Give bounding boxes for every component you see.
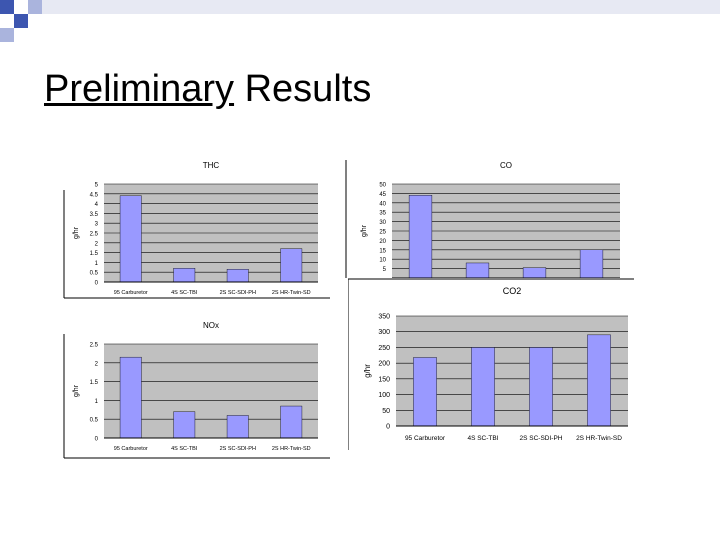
chart-panel-thc: THC 0 0.5 1 1.5 2 2.5 3 3.5 4 4.5 5 g/hr 95 Carbureto…	[56, 150, 330, 300]
bar	[119, 195, 142, 283]
y-tick-label: 20	[379, 239, 386, 245]
chart-panel-nox: NOx 0 0.5 1 1.5 2 2.5 g/hr 95 Carburetor 4S SC-TB…	[56, 314, 330, 460]
bar	[280, 248, 303, 283]
bar	[280, 405, 303, 439]
x-tick-label: 4S SC-TBI	[171, 290, 198, 296]
y-tick-label: 40	[379, 201, 386, 207]
y-tick-label: 5	[95, 183, 99, 189]
y-axis-label: g/hr	[361, 224, 368, 237]
y-tick-label: 15	[379, 248, 386, 254]
x-tick-label: 95 Carburetor	[114, 446, 148, 452]
y-tick-label: 1	[95, 399, 99, 405]
bar	[173, 411, 196, 439]
y-tick-label: 30	[379, 220, 386, 226]
y-tick-label: 3.5	[90, 212, 99, 218]
x-tick-label: 95 Carburetor	[114, 290, 148, 296]
y-tick-label: 0.5	[90, 271, 99, 277]
y-tick-label: 350	[378, 314, 390, 321]
y-tick-label: 10	[379, 258, 386, 264]
bar	[465, 262, 490, 278]
y-tick-label: 45	[379, 192, 386, 198]
y-tick-label: 4	[95, 202, 99, 208]
y-axis-label: g/hr	[363, 364, 372, 378]
y-tick-label: 2.5	[90, 232, 99, 238]
y-tick-label: 300	[378, 329, 390, 336]
chart-co2: CO2 0 50 100 150 200 250 300 350 g/hr 95 Carbureto…	[348, 278, 634, 450]
bar	[587, 334, 611, 427]
y-tick-label: 1	[95, 261, 99, 267]
chart-co: CO 5 10 15 20 25 30 35 40 45 50 g/hr	[345, 160, 620, 278]
bar	[226, 415, 249, 439]
chart-title: CO2	[503, 286, 522, 296]
chart-thc: THC 0 0.5 1 1.5 2 2.5 3 3.5 4 4.5 5 g/hr 95 Carbureto…	[63, 161, 330, 299]
x-tick-label: 95 Carburetor	[405, 435, 446, 442]
x-tick-label: 2S SC-SDI-PH	[520, 435, 563, 442]
y-tick-label: 1.5	[90, 251, 99, 257]
x-tick-label: 2S HR-Twin-SD	[272, 446, 311, 452]
bar	[226, 269, 249, 283]
x-tick-label: 2S HR-Twin-SD	[272, 290, 311, 296]
x-tick-label: 4S SC-TBI	[467, 435, 498, 442]
y-tick-label: 200	[378, 361, 390, 368]
y-tick-label: 1.5	[90, 380, 99, 386]
y-tick-label: 25	[379, 230, 386, 236]
chart-nox: NOx 0 0.5 1 1.5 2 2.5 g/hr 95 Carburetor 4S SC-TB…	[63, 321, 330, 459]
bar	[408, 195, 433, 278]
y-axis-label: g/hr	[73, 226, 80, 239]
page-title-underlined: Preliminary	[44, 68, 235, 110]
y-axis-label: g/hr	[73, 384, 80, 397]
y-tick-label: 2.5	[90, 343, 99, 349]
x-tick-label: 4S SC-TBI	[171, 446, 198, 452]
page-title-rest: Results	[244, 68, 372, 110]
y-tick-label: 3	[95, 222, 99, 228]
bar	[119, 356, 142, 439]
bar	[413, 357, 437, 427]
chart-panel-co: CO 5 10 15 20 25 30 35 40 45 50 g/hr	[344, 150, 634, 278]
x-tick-label: 2S SC-SDI-PH	[220, 290, 256, 296]
chart-panel-co2: CO2 0 50 100 150 200 250 300 350 g/hr 95 Carbureto…	[348, 278, 634, 450]
y-tick-label: 100	[378, 392, 390, 399]
y-tick-label: 4.5	[90, 192, 99, 198]
bar	[529, 347, 553, 427]
chart-title: CO	[500, 161, 512, 170]
bar	[173, 268, 196, 283]
page-title: Preliminary Results	[44, 68, 371, 111]
y-tick-label: 150	[378, 376, 390, 383]
x-tick-label: 2S HR-Twin-SD	[576, 435, 622, 442]
bar	[522, 267, 547, 278]
y-tick-label: 35	[379, 211, 386, 217]
y-tick-label: 2	[95, 361, 99, 367]
y-tick-label: 50	[382, 408, 390, 415]
y-tick-label: 250	[378, 345, 390, 352]
chart-title: THC	[203, 161, 220, 170]
x-tick-label: 2S SC-SDI-PH	[220, 446, 256, 452]
y-tick-label: 50	[379, 183, 386, 189]
y-tick-label: 0	[386, 424, 390, 431]
y-tick-label: 0	[95, 437, 99, 443]
corner-decoration	[0, 0, 720, 42]
chart-title: NOx	[203, 321, 219, 330]
y-tick-label: 0	[95, 281, 99, 287]
bar	[471, 347, 495, 427]
y-tick-label: 5	[383, 267, 387, 273]
y-tick-label: 2	[95, 241, 99, 247]
y-tick-label: 0.5	[90, 418, 99, 424]
bar	[579, 249, 604, 278]
